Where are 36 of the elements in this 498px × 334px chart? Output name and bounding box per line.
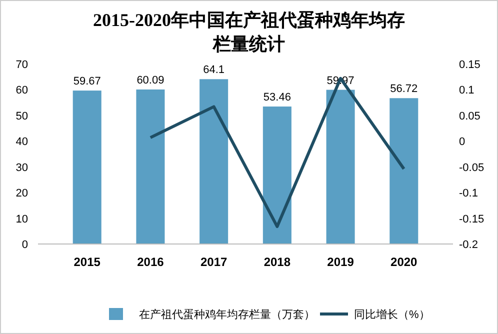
y2-tick-label: -0.05 <box>459 162 484 174</box>
bar <box>200 79 228 244</box>
text: 60.09 <box>136 74 164 86</box>
y-tick-label: 70 <box>16 59 28 71</box>
text: 59.67 <box>73 76 101 88</box>
text: 56.72 <box>390 83 418 96</box>
x-tick-label: 2017 <box>200 255 228 269</box>
y2-tick-label: -0.1 <box>459 188 478 200</box>
text: 64.1 <box>203 64 225 76</box>
text: 53.46 <box>263 92 291 104</box>
y2-tick-label: -0.2 <box>459 239 478 251</box>
y2-tick-label: 0.15 <box>459 59 480 71</box>
y2-tick-label: 0 <box>459 136 466 148</box>
y-tick-label: 40 <box>16 136 28 148</box>
bar <box>72 90 102 244</box>
legend-label: 在产祖代蛋种鸡年均存栏量（万套） <box>139 308 315 321</box>
y-tick-label: 10 <box>16 213 28 226</box>
x-tick-label: 2019 <box>327 255 354 269</box>
bar <box>136 89 165 244</box>
y2-tick-label: -0.15 <box>459 213 484 226</box>
x-tick-label: 2015 <box>74 255 101 269</box>
y2-tick-label: 0.05 <box>459 110 480 122</box>
bar <box>326 90 355 244</box>
x-tick-label: 2020 <box>390 255 418 269</box>
y-tick-label: 0 <box>22 239 28 251</box>
x-tick-label: 2016 <box>137 255 164 269</box>
bar <box>390 98 418 244</box>
y-tick-label: 50 <box>16 110 28 122</box>
y-tick-label: 30 <box>16 162 28 174</box>
legend-label: 同比增长（%） <box>354 308 430 321</box>
chart-title: 2015-2020年中国在产祖代蛋种鸡年均存栏量统计 <box>93 10 405 54</box>
y-tick-label: 60 <box>16 84 28 97</box>
bar <box>262 106 292 244</box>
y-tick-label: 20 <box>16 188 28 200</box>
x-tick-label: 2018 <box>264 255 291 269</box>
y2-tick-label: 0.1 <box>459 84 474 97</box>
